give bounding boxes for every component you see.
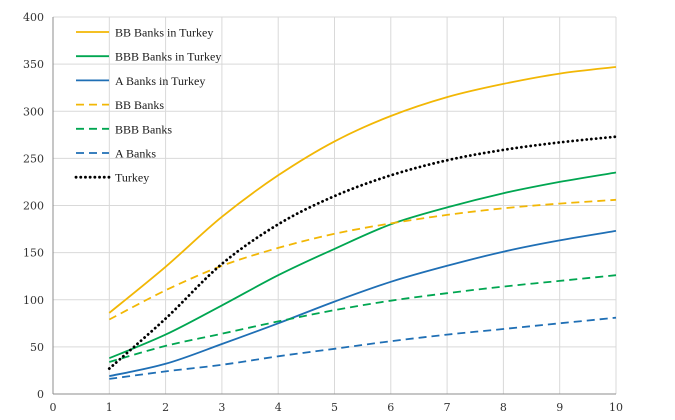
y-tick-label: 350 <box>23 58 44 71</box>
y-tick-label: 50 <box>30 341 44 354</box>
y-tick-label: 300 <box>23 105 44 118</box>
y-tick-label: 400 <box>23 11 44 24</box>
series-line-bb-banks-in-turkey <box>108 66 617 314</box>
legend-label: BB Banks <box>115 98 164 112</box>
series-line-bbb-banks <box>109 274 617 363</box>
series-line-bbb-banks-in-turkey <box>108 171 617 360</box>
gridlines <box>53 16 617 394</box>
tick-labels: 0 50 100 150 200 250 300 350 400 0 1 2 3 4 5 6 7 8 9 10 <box>23 11 623 414</box>
y-tick-label: 100 <box>23 294 44 307</box>
legend-label: A Banks in Turkey <box>115 74 205 88</box>
x-tick-label: 8 <box>500 401 507 414</box>
x-tick-label: 5 <box>331 401 338 414</box>
y-tick-label: 200 <box>23 200 44 213</box>
series-lines <box>107 66 618 380</box>
legend-label: BBB Banks <box>115 122 172 136</box>
x-tick-label: 7 <box>444 401 451 414</box>
x-tick-label: 6 <box>387 401 394 414</box>
x-tick-label: 1 <box>106 401 113 414</box>
legend-label: Turkey <box>115 171 149 185</box>
series-line-turkey <box>107 135 618 370</box>
y-tick-label: 150 <box>23 247 44 260</box>
x-tick-label: 3 <box>218 401 225 414</box>
x-tick-label: 2 <box>162 401 169 414</box>
series-line-a-banks-in-turkey <box>109 230 617 377</box>
series-line-bb-banks <box>108 198 617 321</box>
x-tick-label: 0 <box>50 401 57 414</box>
axes <box>52 17 616 395</box>
x-tick-label: 10 <box>609 401 623 414</box>
legend-label: BB Banks in Turkey <box>115 26 213 40</box>
y-tick-label: 0 <box>37 388 44 401</box>
x-tick-label: 9 <box>556 401 563 414</box>
legend-label: BBB Banks in Turkey <box>115 50 221 64</box>
legend-label: A Banks <box>115 147 156 161</box>
y-tick-label: 250 <box>23 152 44 165</box>
legend: BB Banks in Turkey BBB Banks in Turkey A B… <box>74 26 221 185</box>
x-tick-label: 4 <box>275 401 282 414</box>
series-line-a-banks <box>109 316 617 380</box>
